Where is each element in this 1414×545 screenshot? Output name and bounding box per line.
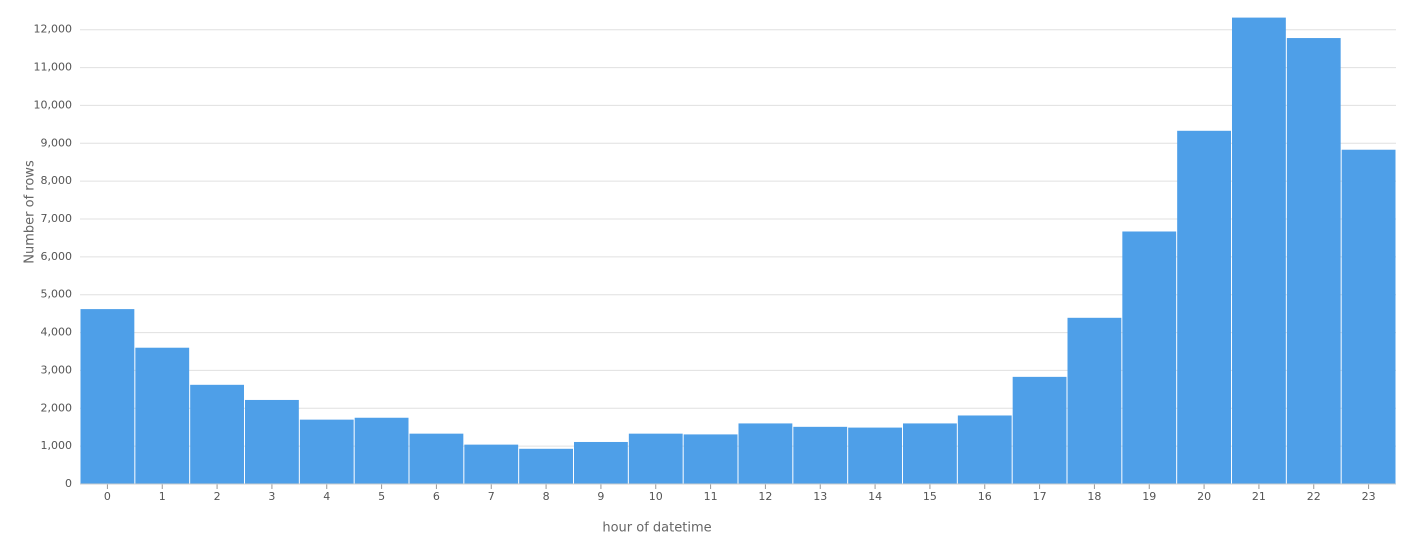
bar <box>1067 317 1122 484</box>
bar <box>299 419 354 484</box>
x-tick-label: 18 <box>1087 490 1101 503</box>
x-tick-label: 2 <box>214 490 221 503</box>
y-tick-label: 2,000 <box>41 401 73 414</box>
bar <box>848 427 902 484</box>
y-tick-label: 1,000 <box>41 439 73 452</box>
x-tick-label: 13 <box>813 490 827 503</box>
x-tick-label: 23 <box>1362 490 1376 503</box>
x-tick-label: 14 <box>868 490 882 503</box>
x-tick-label: 21 <box>1252 490 1266 503</box>
bar <box>628 433 683 484</box>
bar <box>519 448 573 484</box>
x-tick-label: 10 <box>649 490 663 503</box>
bar <box>464 444 519 484</box>
x-tick-label: 16 <box>978 490 992 503</box>
x-tick-label: 1 <box>159 490 166 503</box>
bar <box>903 423 957 484</box>
x-tick-label: 8 <box>543 490 550 503</box>
bar <box>1177 130 1231 485</box>
x-tick-label: 6 <box>433 490 440 503</box>
x-tick-label: 17 <box>1033 490 1047 503</box>
y-tick-label: 11,000 <box>34 61 73 74</box>
x-tick-label: 9 <box>597 490 604 503</box>
y-tick-label: 12,000 <box>34 23 73 36</box>
bar <box>1286 38 1341 485</box>
x-tick-label: 11 <box>704 490 718 503</box>
x-tick-label: 15 <box>923 490 937 503</box>
x-tick-label: 20 <box>1197 490 1211 503</box>
bar <box>190 384 244 484</box>
y-tick-label: 6,000 <box>41 250 73 263</box>
x-tick-label: 12 <box>758 490 772 503</box>
bar <box>793 426 848 484</box>
y-tick-label: 10,000 <box>34 98 73 111</box>
bar <box>1341 149 1396 484</box>
y-tick-label: 5,000 <box>41 288 73 301</box>
bar <box>683 434 738 484</box>
x-tick-label: 22 <box>1307 490 1321 503</box>
y-tick-label: 9,000 <box>41 136 73 149</box>
y-tick-label: 7,000 <box>41 212 73 225</box>
x-tick-label: 4 <box>323 490 330 503</box>
bar <box>1232 17 1286 484</box>
bar <box>135 347 190 484</box>
bar <box>245 399 299 484</box>
bar <box>80 309 135 484</box>
y-tick-label: 3,000 <box>41 363 73 376</box>
y-tick-label: 4,000 <box>41 326 73 339</box>
bar <box>1122 231 1177 484</box>
x-axis-title: hour of datetime <box>602 521 711 536</box>
y-tick-label: 0 <box>65 477 72 490</box>
x-tick-label: 5 <box>378 490 385 503</box>
bar <box>574 441 628 484</box>
bar <box>1012 376 1067 484</box>
bar <box>409 433 464 484</box>
x-tick-label: 3 <box>268 490 275 503</box>
x-tick-label: 0 <box>104 490 111 503</box>
bar <box>354 417 409 484</box>
x-tick-label: 7 <box>488 490 495 503</box>
bar <box>738 423 793 484</box>
x-tick-label: 19 <box>1142 490 1156 503</box>
y-axis-title: Number of rows <box>23 160 38 264</box>
bar <box>957 415 1012 484</box>
y-tick-label: 8,000 <box>41 174 73 187</box>
